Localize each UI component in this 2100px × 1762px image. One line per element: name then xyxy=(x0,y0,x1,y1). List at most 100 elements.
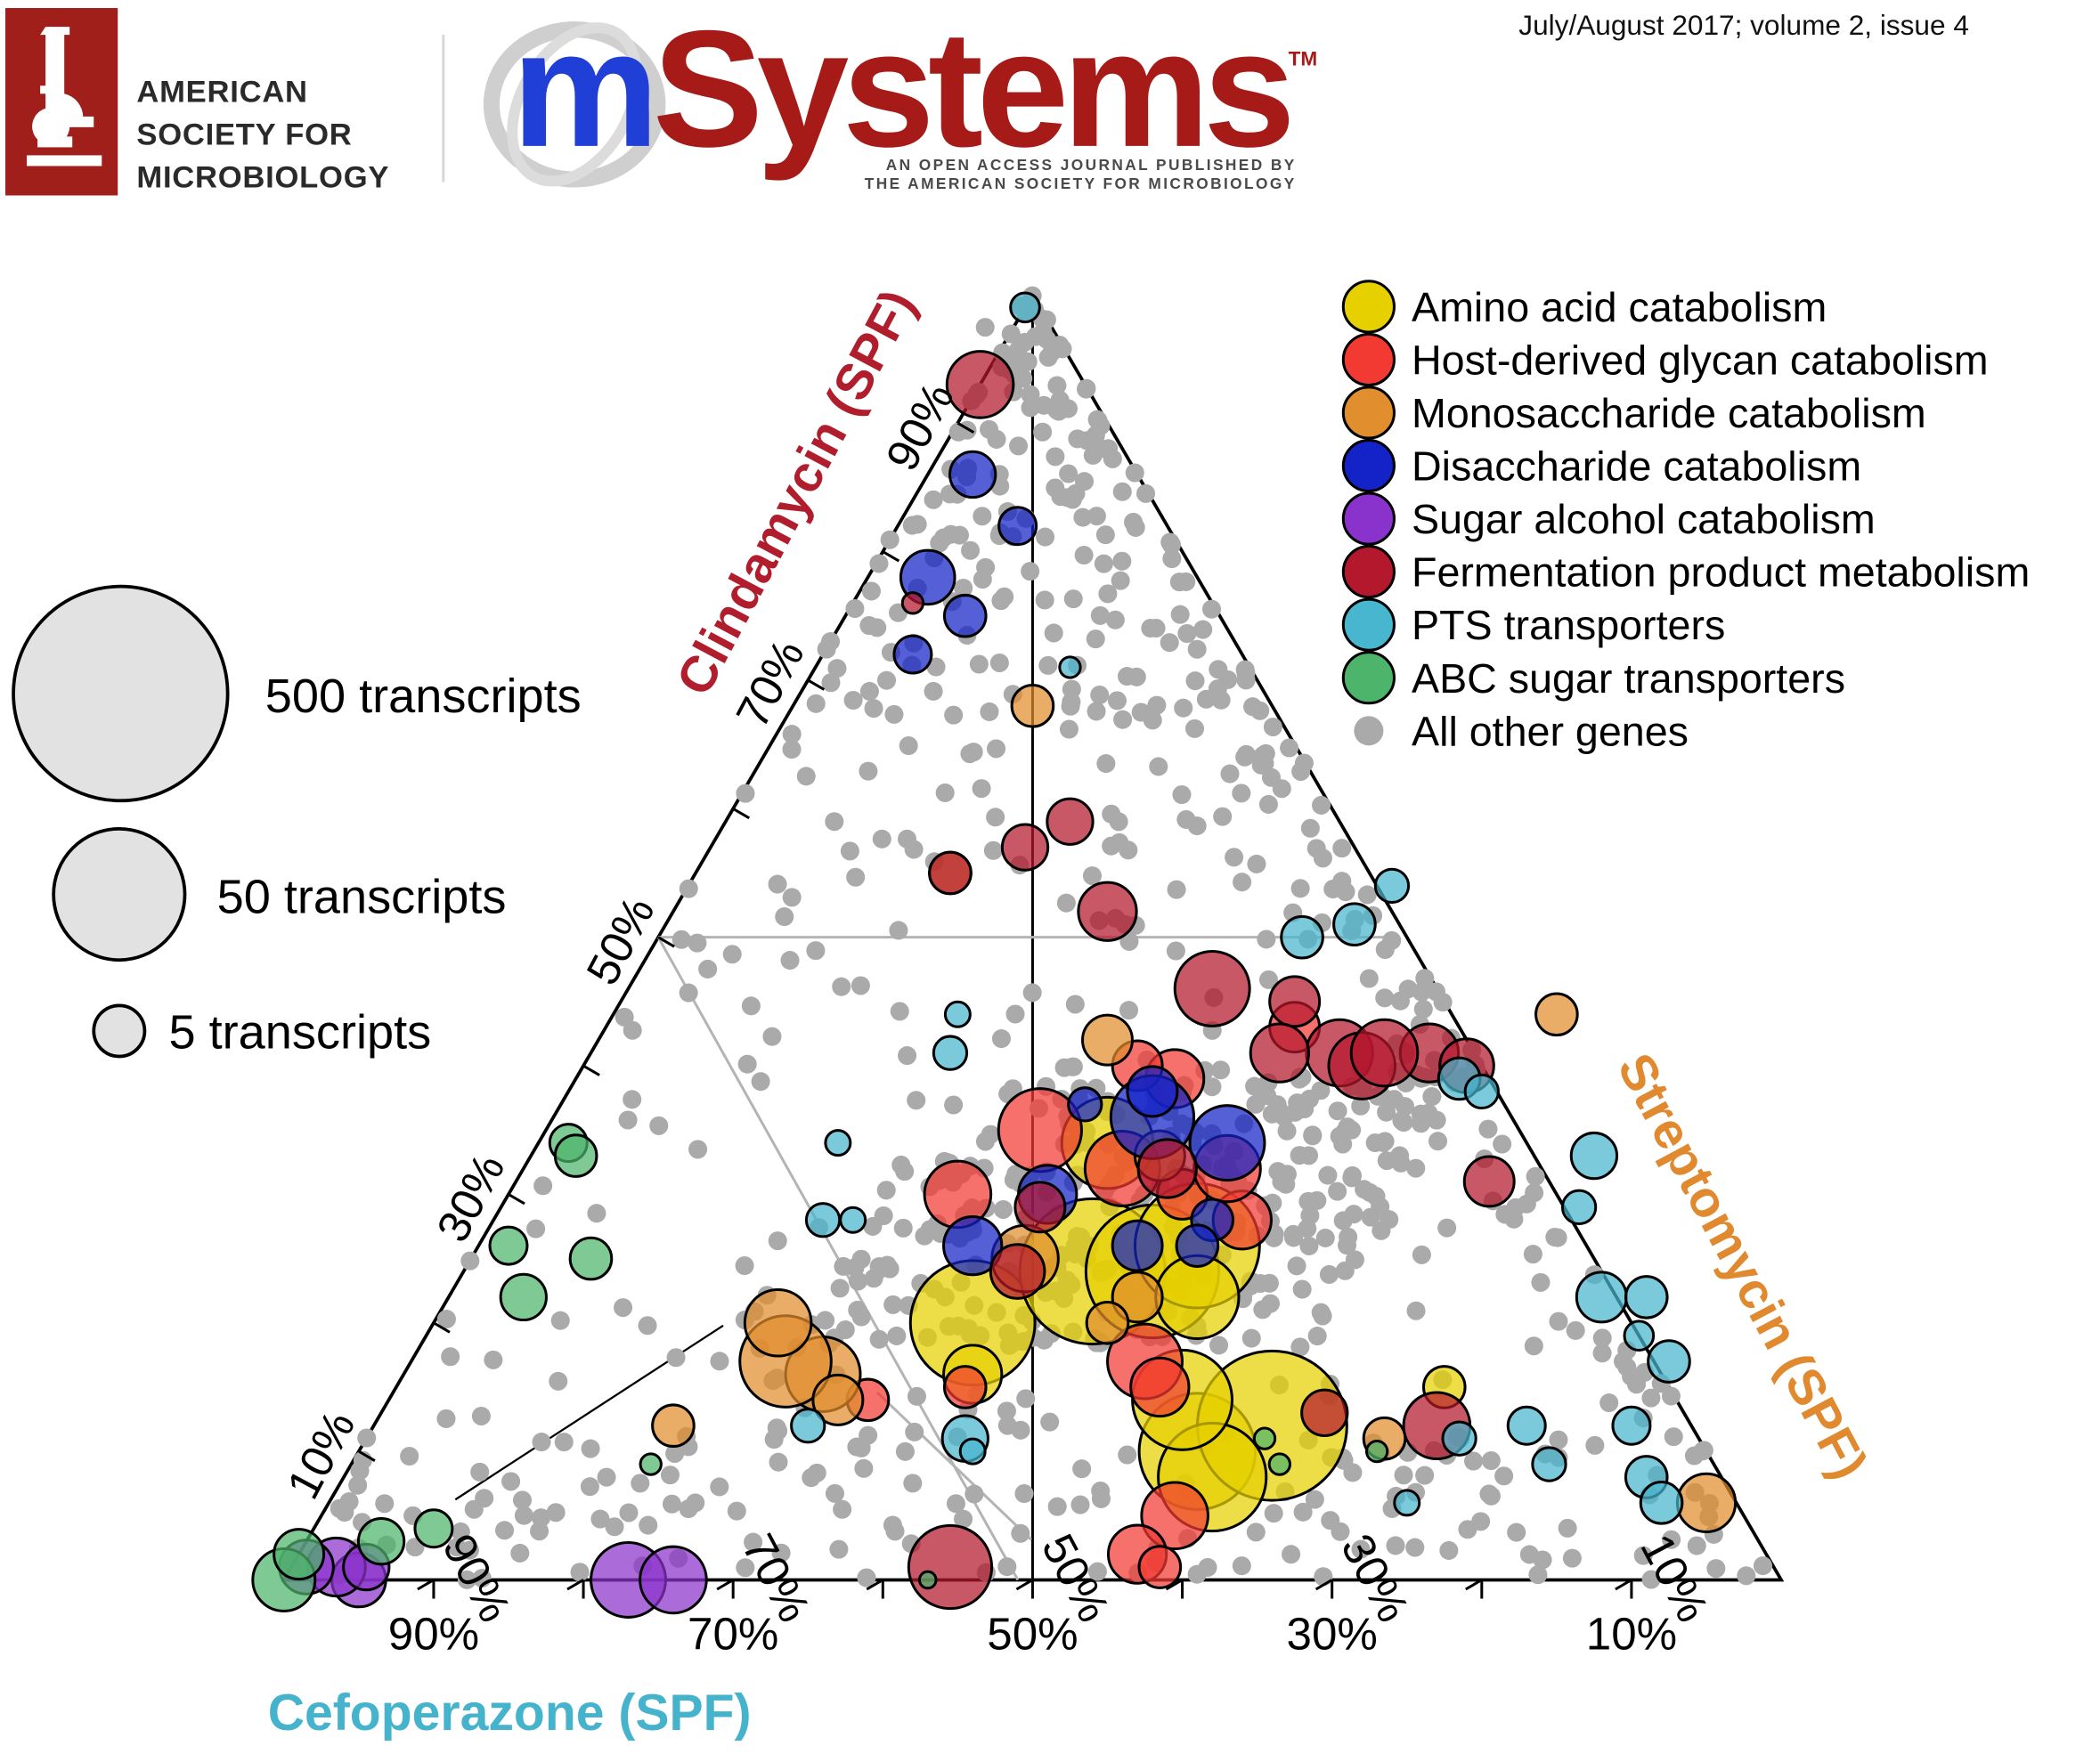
other-gene-dot xyxy=(1463,1451,1484,1471)
bubble-fermentation-product-metabolism xyxy=(1013,1181,1067,1234)
other-gene-dot xyxy=(861,581,881,601)
other-gene-dot xyxy=(1290,1337,1310,1357)
other-gene-dot xyxy=(1277,1121,1297,1141)
other-gene-dot xyxy=(1082,866,1103,886)
other-gene-dot xyxy=(735,1255,754,1276)
other-gene-dot xyxy=(666,1348,686,1368)
other-gene-dot xyxy=(590,1509,610,1529)
other-gene-dot xyxy=(1318,1165,1338,1185)
other-gene-dot xyxy=(618,1110,638,1130)
other-gene-dot xyxy=(470,1462,490,1482)
other-gene-dot xyxy=(1298,1191,1318,1211)
bubble-disaccharide-catabolism xyxy=(942,1214,1004,1277)
other-gene-dot xyxy=(710,1477,729,1497)
other-gene-dot xyxy=(1372,1221,1391,1240)
other-gene-dot xyxy=(400,1446,419,1466)
other-gene-dot xyxy=(1016,1389,1036,1409)
left-tick-label: 50% xyxy=(576,889,663,993)
other-gene-dot xyxy=(973,570,992,589)
guide-line xyxy=(875,1391,1032,1541)
other-gene-dot xyxy=(1056,893,1076,913)
legend-swatch-monosaccharide-catabolism xyxy=(1341,386,1396,440)
other-gene-dot xyxy=(1433,993,1453,1012)
legend-swatch-pts-transporters xyxy=(1341,597,1396,652)
bubble-fermentation-product-metabolism xyxy=(1136,1138,1198,1199)
other-gene-dot xyxy=(619,1503,639,1522)
other-gene-dot xyxy=(1162,548,1182,569)
other-gene-dot xyxy=(1493,1134,1512,1154)
other-gene-dot xyxy=(1330,1126,1349,1146)
other-gene-dot xyxy=(1375,988,1395,1008)
other-gene-dot xyxy=(890,1002,909,1021)
other-gene-dot xyxy=(1209,1336,1229,1355)
other-gene-dot xyxy=(1047,376,1067,395)
journal-logo-m: m xyxy=(511,0,659,183)
other-gene-dot xyxy=(375,1494,395,1514)
other-gene-dot xyxy=(848,1271,867,1291)
other-gene-dot xyxy=(1090,605,1110,625)
bubble-abc-sugar-transporters xyxy=(499,1272,548,1322)
other-gene-dot xyxy=(1044,623,1063,643)
other-gene-dot xyxy=(969,654,989,674)
other-gene-dot xyxy=(908,515,927,534)
other-gene-dot xyxy=(775,907,794,927)
other-gene-dot xyxy=(1684,1446,1704,1466)
other-gene-dot xyxy=(1095,525,1115,545)
other-gene-dot xyxy=(1087,507,1106,526)
bubble-fermentation-product-metabolism xyxy=(1173,949,1251,1027)
other-gene-dot xyxy=(829,1539,849,1559)
legend-label-amino-acid-catabolism: Amino acid catabolism xyxy=(1412,284,1827,330)
other-gene-dot xyxy=(441,1347,460,1367)
other-gene-dot xyxy=(870,1259,890,1279)
other-gene-dot xyxy=(1288,1093,1307,1113)
bubble-abc-sugar-transporters xyxy=(273,1528,326,1581)
other-gene-dot xyxy=(533,1176,553,1196)
other-gene-dot xyxy=(1661,1386,1681,1406)
legend-label-abc-sugar-transporters: ABC sugar transporters xyxy=(1412,655,1845,702)
other-gene-dot xyxy=(847,1437,867,1457)
bubble-abc-sugar-transporters xyxy=(488,1225,529,1266)
other-gene-dot xyxy=(1036,527,1055,547)
publisher-name-line1: AMERICAN xyxy=(136,73,308,109)
tick-mark xyxy=(1315,1579,1333,1591)
other-gene-dot xyxy=(869,554,889,573)
other-gene-dot xyxy=(605,1517,624,1537)
other-gene-dot xyxy=(1160,532,1180,552)
other-gene-dot xyxy=(1305,1490,1324,1509)
tick-mark xyxy=(732,807,750,820)
bubble-monosaccharide-catabolism xyxy=(1534,992,1579,1037)
other-gene-dot xyxy=(741,996,761,1016)
other-gene-dot xyxy=(1198,1557,1217,1577)
other-gene-dot xyxy=(1494,1466,1514,1486)
other-gene-dot xyxy=(1337,1236,1357,1255)
other-gene-dot xyxy=(1263,717,1282,737)
other-gene-dot xyxy=(832,977,851,996)
other-gene-dot xyxy=(825,1483,844,1503)
other-gene-dot xyxy=(1063,1057,1083,1076)
other-gene-dot xyxy=(1047,1497,1067,1516)
other-gene-dot xyxy=(859,761,878,781)
bottom-tick-label: 90% xyxy=(388,1609,479,1660)
bottom-tick-label: 10% xyxy=(1586,1609,1677,1660)
other-gene-dot xyxy=(1166,941,1185,961)
other-gene-dot xyxy=(924,490,943,509)
tick-mark xyxy=(1465,1579,1483,1591)
bubble-disaccharide-catabolism xyxy=(1188,1104,1266,1182)
other-gene-dot xyxy=(484,1350,503,1369)
other-gene-dot xyxy=(986,808,1005,827)
other-gene-dot xyxy=(1299,1236,1319,1255)
other-gene-dot xyxy=(1187,816,1207,836)
size-legend-500-label: 500 transcripts xyxy=(265,670,582,723)
bubble-monosaccharide-catabolism xyxy=(1010,683,1055,728)
tick-mark xyxy=(956,421,975,434)
other-gene-dot xyxy=(1201,599,1222,619)
other-gene-dot xyxy=(1523,1245,1542,1264)
other-gene-dot xyxy=(1386,1536,1405,1555)
category-legend: Amino acid catabolism Host-derived glycan… xyxy=(1341,280,2030,754)
other-gene-dot xyxy=(1323,880,1343,899)
bubble-abc-sugar-transporters xyxy=(413,1508,454,1549)
other-gene-dot xyxy=(834,1256,853,1276)
other-gene-dot xyxy=(1662,1530,1681,1549)
bottom-tick-label: 70% xyxy=(688,1609,778,1660)
other-gene-dot xyxy=(615,1007,634,1027)
